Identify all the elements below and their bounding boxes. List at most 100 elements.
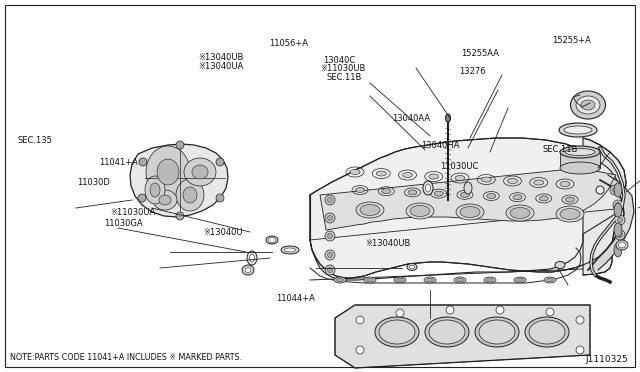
Circle shape [328,234,333,238]
Ellipse shape [529,320,565,344]
Ellipse shape [508,179,518,183]
Circle shape [328,198,333,202]
Ellipse shape [356,202,384,218]
Ellipse shape [394,277,406,283]
Ellipse shape [475,317,519,347]
Text: SEC.135: SEC.135 [18,136,52,145]
Ellipse shape [145,176,165,204]
Circle shape [613,200,623,210]
Ellipse shape [445,114,451,122]
Ellipse shape [435,191,444,196]
Ellipse shape [153,190,177,210]
Circle shape [618,232,623,237]
Circle shape [325,250,335,260]
Text: 11041+A: 11041+A [99,158,138,167]
Circle shape [328,253,333,257]
Ellipse shape [555,262,565,269]
Ellipse shape [381,189,391,194]
Ellipse shape [426,184,431,192]
Circle shape [612,187,618,192]
Ellipse shape [547,278,554,282]
Circle shape [325,195,335,205]
Ellipse shape [514,277,526,283]
Ellipse shape [360,205,380,215]
Circle shape [325,231,335,241]
Text: 15255AA: 15255AA [461,49,499,58]
Ellipse shape [614,243,622,257]
Circle shape [325,213,335,223]
Ellipse shape [184,158,216,186]
Ellipse shape [242,265,254,275]
Text: 11030UC: 11030UC [440,162,479,171]
Text: SEC.11B: SEC.11B [543,145,578,154]
Ellipse shape [403,173,413,177]
Circle shape [328,215,333,221]
Ellipse shape [614,183,622,197]
Polygon shape [310,138,625,278]
Ellipse shape [456,204,484,220]
Circle shape [576,316,584,324]
Ellipse shape [192,165,208,179]
Ellipse shape [560,146,600,158]
Circle shape [325,265,335,275]
Ellipse shape [157,159,179,185]
Polygon shape [130,144,228,217]
Ellipse shape [426,278,433,282]
Ellipse shape [486,278,493,282]
Ellipse shape [245,267,251,273]
Polygon shape [588,175,634,270]
Ellipse shape [534,180,544,185]
Ellipse shape [461,192,470,197]
Ellipse shape [464,182,472,194]
Ellipse shape [159,195,171,205]
Text: 13040HA: 13040HA [421,141,460,150]
Ellipse shape [408,190,417,195]
Ellipse shape [429,320,465,344]
Ellipse shape [614,203,622,217]
Ellipse shape [410,265,415,269]
Ellipse shape [487,193,496,199]
Ellipse shape [513,195,522,200]
Ellipse shape [406,203,434,219]
Ellipse shape [334,277,346,283]
Ellipse shape [176,179,204,211]
Text: SEC.11B: SEC.11B [326,73,362,82]
Ellipse shape [614,223,622,237]
Ellipse shape [266,236,278,244]
Ellipse shape [269,237,275,243]
Ellipse shape [481,177,492,182]
Circle shape [446,306,454,314]
Polygon shape [583,138,626,275]
Ellipse shape [479,320,515,344]
Text: 11044+A: 11044+A [276,294,316,303]
Circle shape [616,202,621,208]
Ellipse shape [564,126,592,134]
Ellipse shape [410,205,430,217]
Text: 15255+A: 15255+A [552,36,591,45]
Ellipse shape [559,123,597,137]
Text: 11056+A: 11056+A [269,39,308,48]
Ellipse shape [397,278,403,282]
Circle shape [176,212,184,220]
Ellipse shape [364,277,376,283]
Ellipse shape [484,277,496,283]
Polygon shape [335,305,590,368]
Circle shape [576,346,584,354]
Ellipse shape [540,196,548,201]
Ellipse shape [350,170,360,174]
Circle shape [496,306,504,314]
Ellipse shape [423,181,433,195]
Text: ※13040UB: ※13040UB [365,239,410,248]
Circle shape [396,309,404,317]
Ellipse shape [570,91,605,119]
Ellipse shape [581,100,595,110]
Circle shape [610,185,620,195]
Ellipse shape [281,246,299,254]
Ellipse shape [424,277,436,283]
Ellipse shape [510,208,530,218]
Ellipse shape [516,278,524,282]
Text: ※13040UA: ※13040UA [198,62,244,71]
Circle shape [216,158,224,166]
Ellipse shape [560,208,580,219]
Text: 11030D: 11030D [77,178,109,187]
